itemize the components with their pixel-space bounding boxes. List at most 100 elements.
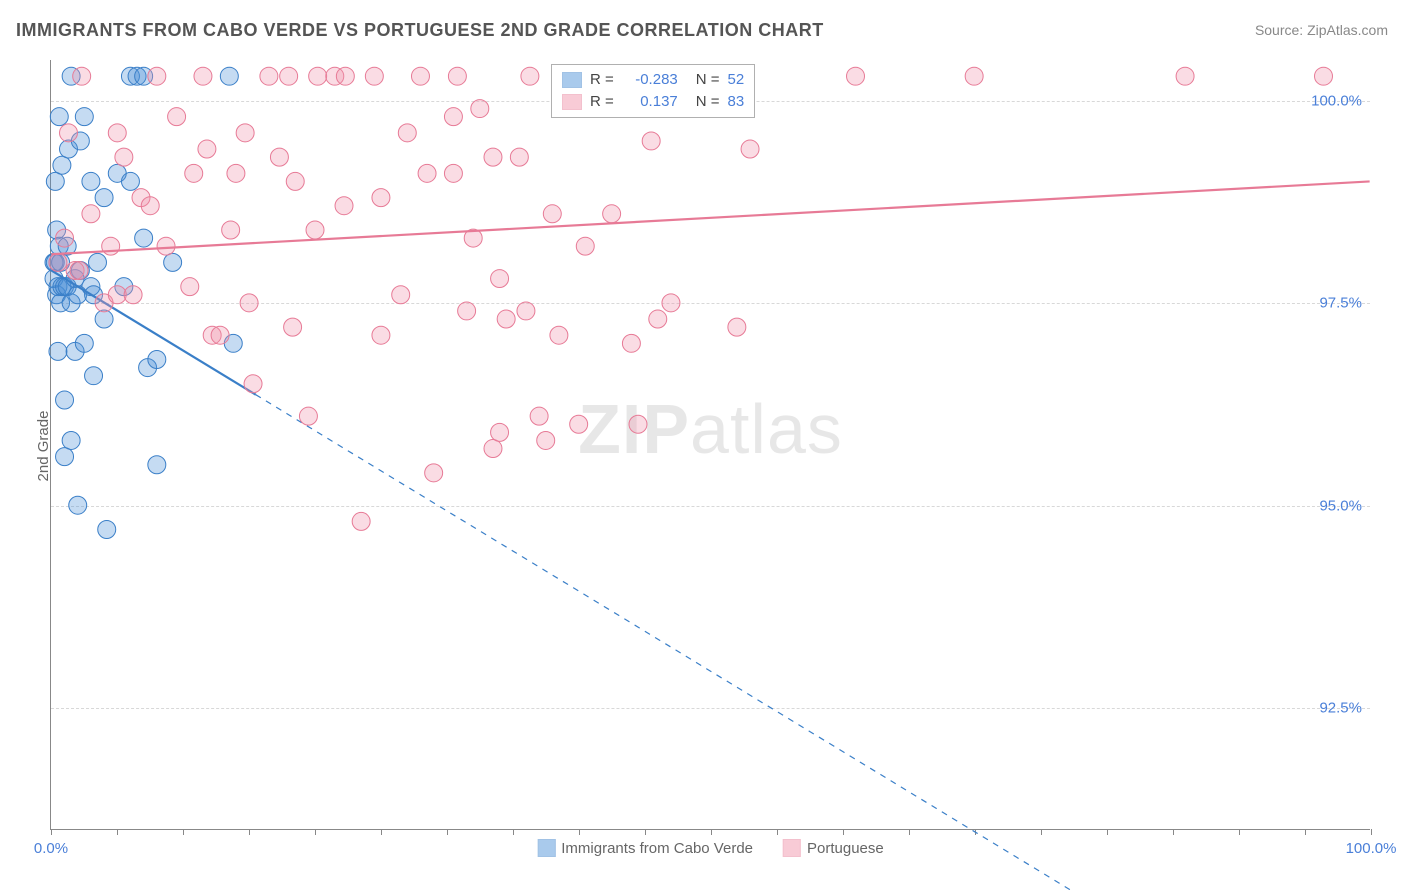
scatter-point	[576, 237, 594, 255]
scatter-point	[458, 302, 476, 320]
legend-series-label: Immigrants from Cabo Verde	[561, 840, 753, 857]
legend-n-value: 52	[728, 69, 745, 91]
scatter-point	[847, 67, 865, 85]
scatter-point	[550, 326, 568, 344]
source-label: Source: ZipAtlas.com	[1255, 22, 1388, 38]
scatter-point	[965, 67, 983, 85]
scatter-point	[222, 221, 240, 239]
legend-bottom: Immigrants from Cabo Verde Portuguese	[537, 839, 883, 857]
legend-r-label: R =	[590, 69, 614, 91]
legend-r-label: R =	[590, 91, 614, 113]
legend-series-item: Portuguese	[783, 839, 884, 857]
scatter-point	[642, 132, 660, 150]
x-tick	[513, 829, 514, 835]
x-tick	[447, 829, 448, 835]
x-tick	[1041, 829, 1042, 835]
scatter-point	[372, 326, 390, 344]
scatter-point	[49, 342, 67, 360]
scatter-point	[53, 156, 71, 174]
scatter-point	[484, 440, 502, 458]
x-tick	[645, 829, 646, 835]
x-tick	[249, 829, 250, 835]
x-tick	[579, 829, 580, 835]
legend-series-label: Portuguese	[807, 840, 884, 857]
scatter-point	[75, 108, 93, 126]
scatter-point	[517, 302, 535, 320]
scatter-point	[629, 415, 647, 433]
scatter-point	[491, 423, 509, 441]
scatter-point	[181, 278, 199, 296]
x-tick	[711, 829, 712, 835]
scatter-point	[124, 286, 142, 304]
legend-swatch	[562, 94, 582, 110]
scatter-point	[270, 148, 288, 166]
scatter-point	[82, 205, 100, 223]
scatter-point	[69, 496, 87, 514]
scatter-point	[185, 164, 203, 182]
scatter-point	[220, 67, 238, 85]
legend-swatch	[562, 72, 582, 88]
scatter-point	[497, 310, 515, 328]
scatter-point	[392, 286, 410, 304]
scatter-point	[335, 197, 353, 215]
scatter-point	[70, 261, 88, 279]
scatter-point	[336, 67, 354, 85]
scatter-point	[211, 326, 229, 344]
scatter-point	[728, 318, 746, 336]
legend-r-value: -0.283	[622, 69, 678, 91]
x-tick-label: 0.0%	[34, 840, 68, 857]
scatter-point	[649, 310, 667, 328]
scatter-point	[537, 431, 555, 449]
scatter-point	[157, 237, 175, 255]
scatter-point	[115, 148, 133, 166]
scatter-point	[398, 124, 416, 142]
x-tick	[909, 829, 910, 835]
scatter-point	[108, 124, 126, 142]
legend-correlation-row: R =-0.283N =52	[562, 69, 744, 91]
legend-swatch	[537, 839, 555, 857]
scatter-point	[56, 229, 74, 247]
scatter-point	[1315, 67, 1333, 85]
chart-title: IMMIGRANTS FROM CABO VERDE VS PORTUGUESE…	[16, 20, 824, 41]
scatter-point	[448, 67, 466, 85]
scatter-point	[82, 172, 100, 190]
scatter-point	[227, 164, 245, 182]
regression-line-solid	[51, 181, 1369, 254]
scatter-point	[309, 67, 327, 85]
scatter-point	[98, 521, 116, 539]
scatter-point	[135, 229, 153, 247]
legend-series-item: Immigrants from Cabo Verde	[537, 839, 753, 857]
scatter-point	[491, 270, 509, 288]
scatter-point	[141, 197, 159, 215]
scatter-point	[543, 205, 561, 223]
legend-correlation-row: R =0.137N =83	[562, 91, 744, 113]
scatter-point	[306, 221, 324, 239]
scatter-point	[73, 67, 91, 85]
scatter-point	[164, 253, 182, 271]
scatter-point	[148, 351, 166, 369]
scatter-point	[741, 140, 759, 158]
scatter-point	[425, 464, 443, 482]
scatter-point	[240, 294, 258, 312]
scatter-point	[56, 391, 74, 409]
legend-n-value: 83	[728, 91, 745, 113]
scatter-point	[85, 367, 103, 385]
scatter-point	[521, 67, 539, 85]
x-tick	[315, 829, 316, 835]
scatter-point	[662, 294, 680, 312]
scatter-point	[62, 431, 80, 449]
x-tick	[381, 829, 382, 835]
scatter-point	[95, 189, 113, 207]
scatter-point	[260, 67, 278, 85]
scatter-point	[484, 148, 502, 166]
legend-swatch	[783, 839, 801, 857]
scatter-point	[194, 67, 212, 85]
scatter-point	[510, 148, 528, 166]
scatter-point	[284, 318, 302, 336]
x-tick-label: 100.0%	[1346, 840, 1397, 857]
scatter-point	[530, 407, 548, 425]
x-tick	[1371, 829, 1372, 835]
x-tick	[183, 829, 184, 835]
scatter-point	[570, 415, 588, 433]
x-tick	[51, 829, 52, 835]
